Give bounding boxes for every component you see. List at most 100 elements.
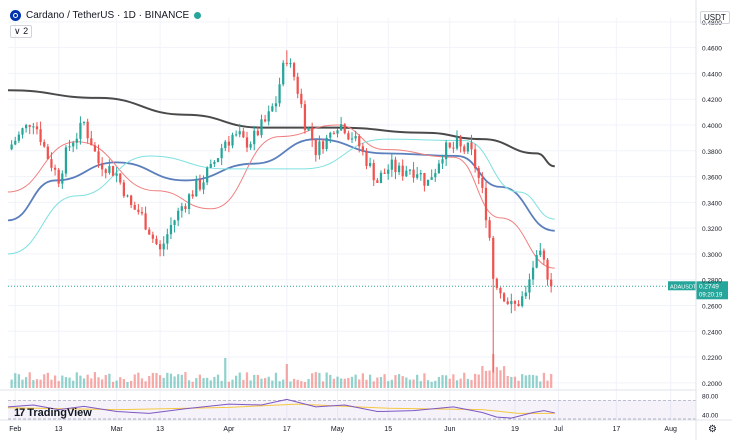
candle[interactable] bbox=[528, 273, 531, 300]
candle[interactable] bbox=[531, 260, 535, 286]
candle[interactable] bbox=[466, 142, 469, 154]
candle[interactable] bbox=[289, 58, 292, 68]
candle[interactable] bbox=[314, 139, 317, 162]
candle[interactable] bbox=[129, 194, 133, 209]
candle[interactable] bbox=[14, 136, 17, 146]
candle[interactable] bbox=[296, 72, 299, 99]
candle[interactable] bbox=[86, 118, 89, 144]
candle[interactable] bbox=[321, 138, 325, 154]
candle[interactable] bbox=[238, 123, 241, 138]
candlestick-series[interactable] bbox=[10, 50, 553, 373]
candle[interactable] bbox=[376, 177, 379, 183]
candle[interactable] bbox=[488, 216, 491, 241]
candle[interactable] bbox=[394, 156, 397, 180]
candle[interactable] bbox=[35, 122, 39, 135]
candle[interactable] bbox=[358, 134, 361, 153]
candle[interactable] bbox=[542, 248, 546, 265]
candle[interactable] bbox=[524, 285, 527, 299]
candle[interactable] bbox=[46, 143, 49, 160]
candle[interactable] bbox=[390, 153, 393, 177]
candle[interactable] bbox=[50, 152, 53, 172]
candle[interactable] bbox=[347, 130, 350, 141]
candle[interactable] bbox=[282, 60, 285, 87]
candle[interactable] bbox=[300, 88, 303, 108]
candle[interactable] bbox=[278, 77, 281, 107]
candle[interactable] bbox=[506, 297, 509, 305]
indicator-toggle[interactable]: ∨ 2 bbox=[10, 25, 33, 38]
candle[interactable] bbox=[292, 61, 296, 81]
candle[interactable] bbox=[227, 136, 231, 153]
candle[interactable] bbox=[151, 231, 154, 244]
candle[interactable] bbox=[513, 299, 517, 311]
candle[interactable] bbox=[267, 105, 270, 126]
candle[interactable] bbox=[459, 134, 462, 153]
candle[interactable] bbox=[213, 159, 216, 168]
candle[interactable] bbox=[133, 201, 136, 210]
candle[interactable] bbox=[256, 126, 259, 137]
candle[interactable] bbox=[144, 206, 147, 231]
candle[interactable] bbox=[198, 174, 202, 192]
candle[interactable] bbox=[122, 179, 125, 198]
gear-icon[interactable]: ⚙ bbox=[708, 424, 717, 435]
candle[interactable] bbox=[332, 130, 336, 135]
candle[interactable] bbox=[68, 139, 71, 151]
candle[interactable] bbox=[416, 166, 419, 180]
candle[interactable] bbox=[169, 217, 173, 240]
candle[interactable] bbox=[430, 169, 433, 180]
candle[interactable] bbox=[408, 168, 412, 175]
candle[interactable] bbox=[61, 170, 64, 189]
candle[interactable] bbox=[263, 114, 267, 123]
candle[interactable] bbox=[379, 170, 383, 184]
candle[interactable] bbox=[202, 175, 205, 195]
candle[interactable] bbox=[448, 142, 451, 149]
candle[interactable] bbox=[387, 164, 390, 180]
candle[interactable] bbox=[423, 172, 426, 192]
candle[interactable] bbox=[220, 143, 223, 166]
candle[interactable] bbox=[115, 167, 118, 183]
candle[interactable] bbox=[173, 219, 176, 233]
candle[interactable] bbox=[126, 194, 129, 198]
candle[interactable] bbox=[101, 157, 104, 177]
candle[interactable] bbox=[329, 131, 332, 144]
candle[interactable] bbox=[481, 172, 484, 194]
candle[interactable] bbox=[191, 190, 194, 199]
candle[interactable] bbox=[137, 204, 140, 215]
candle[interactable] bbox=[79, 116, 82, 145]
candle[interactable] bbox=[206, 166, 209, 186]
candle[interactable] bbox=[550, 273, 553, 293]
candle[interactable] bbox=[452, 141, 455, 153]
candle[interactable] bbox=[502, 292, 506, 303]
candle[interactable] bbox=[477, 165, 480, 185]
candle[interactable] bbox=[539, 242, 542, 258]
candle[interactable] bbox=[343, 123, 346, 135]
candle[interactable] bbox=[434, 168, 437, 182]
candle[interactable] bbox=[455, 130, 459, 151]
candle[interactable] bbox=[39, 121, 42, 146]
candle[interactable] bbox=[90, 130, 93, 146]
candle[interactable] bbox=[510, 293, 513, 314]
candle[interactable] bbox=[242, 128, 245, 139]
candle[interactable] bbox=[21, 127, 24, 139]
candle[interactable] bbox=[463, 144, 466, 154]
candle[interactable] bbox=[492, 235, 495, 373]
candle[interactable] bbox=[111, 165, 115, 177]
candle[interactable] bbox=[32, 122, 35, 135]
candle[interactable] bbox=[53, 164, 57, 176]
candle[interactable] bbox=[318, 135, 321, 160]
candle[interactable] bbox=[419, 169, 422, 181]
candle[interactable] bbox=[158, 240, 162, 257]
candle[interactable] bbox=[325, 134, 328, 152]
candle[interactable] bbox=[104, 168, 107, 179]
candle[interactable] bbox=[499, 287, 502, 299]
candle[interactable] bbox=[271, 103, 274, 112]
candle[interactable] bbox=[437, 159, 441, 174]
candle[interactable] bbox=[311, 122, 314, 148]
candle[interactable] bbox=[166, 228, 169, 250]
candle[interactable] bbox=[405, 165, 408, 177]
candle[interactable] bbox=[140, 207, 144, 216]
candle[interactable] bbox=[521, 291, 524, 308]
candle[interactable] bbox=[368, 157, 372, 168]
rsi-pane[interactable] bbox=[7, 398, 696, 420]
candle[interactable] bbox=[155, 235, 158, 246]
